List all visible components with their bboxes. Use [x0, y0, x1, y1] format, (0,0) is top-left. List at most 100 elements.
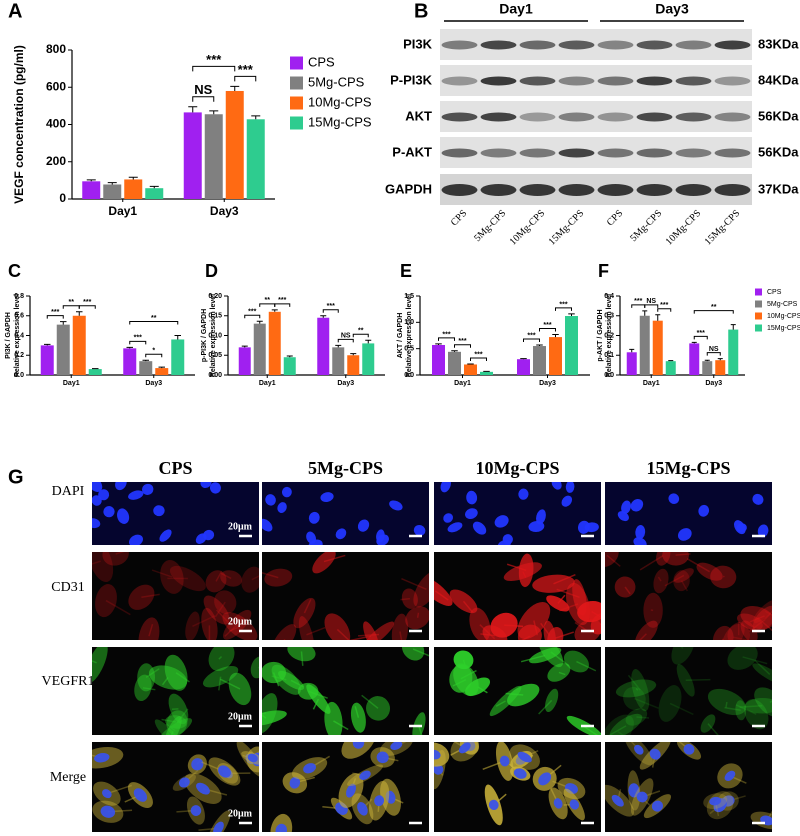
error-bar [76, 311, 83, 316]
nucleus [757, 524, 769, 538]
nucleus [262, 518, 273, 532]
micrograph [434, 552, 601, 640]
blot-band [636, 184, 673, 196]
nucleus [465, 508, 478, 520]
cell [413, 571, 429, 608]
cell-process [520, 654, 546, 663]
x-tick-label: Day1 [63, 380, 80, 387]
nucleus [447, 522, 463, 533]
blot-band [441, 184, 478, 196]
significance-label: ** [69, 299, 75, 306]
blot-band [441, 40, 478, 50]
nucleus [200, 482, 212, 489]
row-label: DAPI [52, 484, 85, 499]
bar [702, 361, 713, 375]
error-bar [209, 110, 219, 115]
micrograph-bg [262, 647, 429, 735]
cell [547, 626, 564, 640]
blot-band [675, 184, 712, 196]
significance-label: *** [527, 332, 535, 339]
cell [164, 716, 182, 735]
cell-process [636, 716, 650, 719]
cell-process [92, 660, 97, 664]
micrograph [434, 742, 601, 832]
nucleus [133, 788, 148, 802]
cell [262, 693, 278, 734]
cell-process [522, 571, 527, 578]
cell-process [480, 633, 496, 637]
cell [700, 714, 716, 733]
significance-label: NS [341, 333, 351, 340]
cell-process [685, 678, 711, 682]
bar [517, 359, 530, 375]
panel-label: F [598, 261, 609, 281]
significance-bracket [470, 357, 487, 361]
micrograph-bg [605, 552, 772, 640]
bar [317, 317, 330, 375]
nucleus [561, 495, 573, 507]
cell-process [576, 660, 597, 672]
column-header: CPS [158, 458, 192, 478]
cell-process [354, 706, 360, 718]
cell-process [686, 558, 710, 573]
x-tick-label: Day1 [643, 380, 660, 387]
significance-label: *** [83, 299, 91, 306]
group-label: Day3 [655, 1, 689, 17]
cell [605, 552, 619, 568]
blot-row-label: PI3K [403, 36, 433, 51]
error-bar [536, 344, 543, 347]
nucleus [513, 768, 527, 779]
micrograph-bg [92, 552, 259, 640]
y-tick-label: 0.2 [14, 352, 24, 359]
significance-label: *** [697, 330, 705, 337]
legend-label: 15Mg-CPS [308, 114, 372, 129]
micrograph [262, 647, 429, 735]
nucleus [734, 520, 746, 535]
nucleus [275, 823, 288, 832]
cell-process [669, 702, 694, 716]
y-tick-label: 0.3 [604, 313, 614, 320]
blot-band [636, 40, 673, 50]
error-bar [655, 314, 661, 321]
cell-process [262, 572, 279, 579]
panel-label: B [414, 0, 428, 22]
nucleus [306, 531, 316, 544]
significance-bracket [192, 65, 236, 72]
cell-process [617, 730, 624, 735]
cell-process [219, 678, 241, 690]
significance-bracket [657, 308, 672, 312]
nucleus [203, 529, 215, 541]
cell-process [724, 706, 741, 712]
significance-bracket [454, 344, 471, 348]
cell-process [735, 704, 757, 715]
cell [401, 647, 425, 661]
bar [728, 329, 739, 375]
cell-process [228, 625, 241, 632]
micrograph [92, 742, 259, 832]
bar [565, 316, 578, 375]
bar [246, 119, 265, 199]
blot-band [675, 76, 712, 86]
cell-process [218, 656, 223, 660]
blot-band [597, 76, 634, 86]
cell [490, 612, 518, 638]
nucleus [528, 521, 545, 532]
bar [268, 311, 281, 375]
blot-band [480, 112, 517, 122]
significance-bracket [129, 321, 179, 325]
y-axis-label: p-PI3K / GAPDH [201, 309, 208, 362]
cell [293, 597, 316, 629]
cell-process [591, 610, 601, 619]
blot-band [714, 40, 751, 50]
significance-bracket [523, 338, 540, 342]
panel-label: D [205, 261, 218, 281]
cell [228, 672, 252, 706]
cell [754, 687, 772, 718]
cell-process [634, 697, 659, 709]
cell [625, 708, 648, 726]
cell [185, 611, 200, 640]
bar [639, 315, 650, 375]
cell [202, 666, 239, 688]
nucleus [376, 751, 389, 764]
cell-process [608, 725, 627, 735]
